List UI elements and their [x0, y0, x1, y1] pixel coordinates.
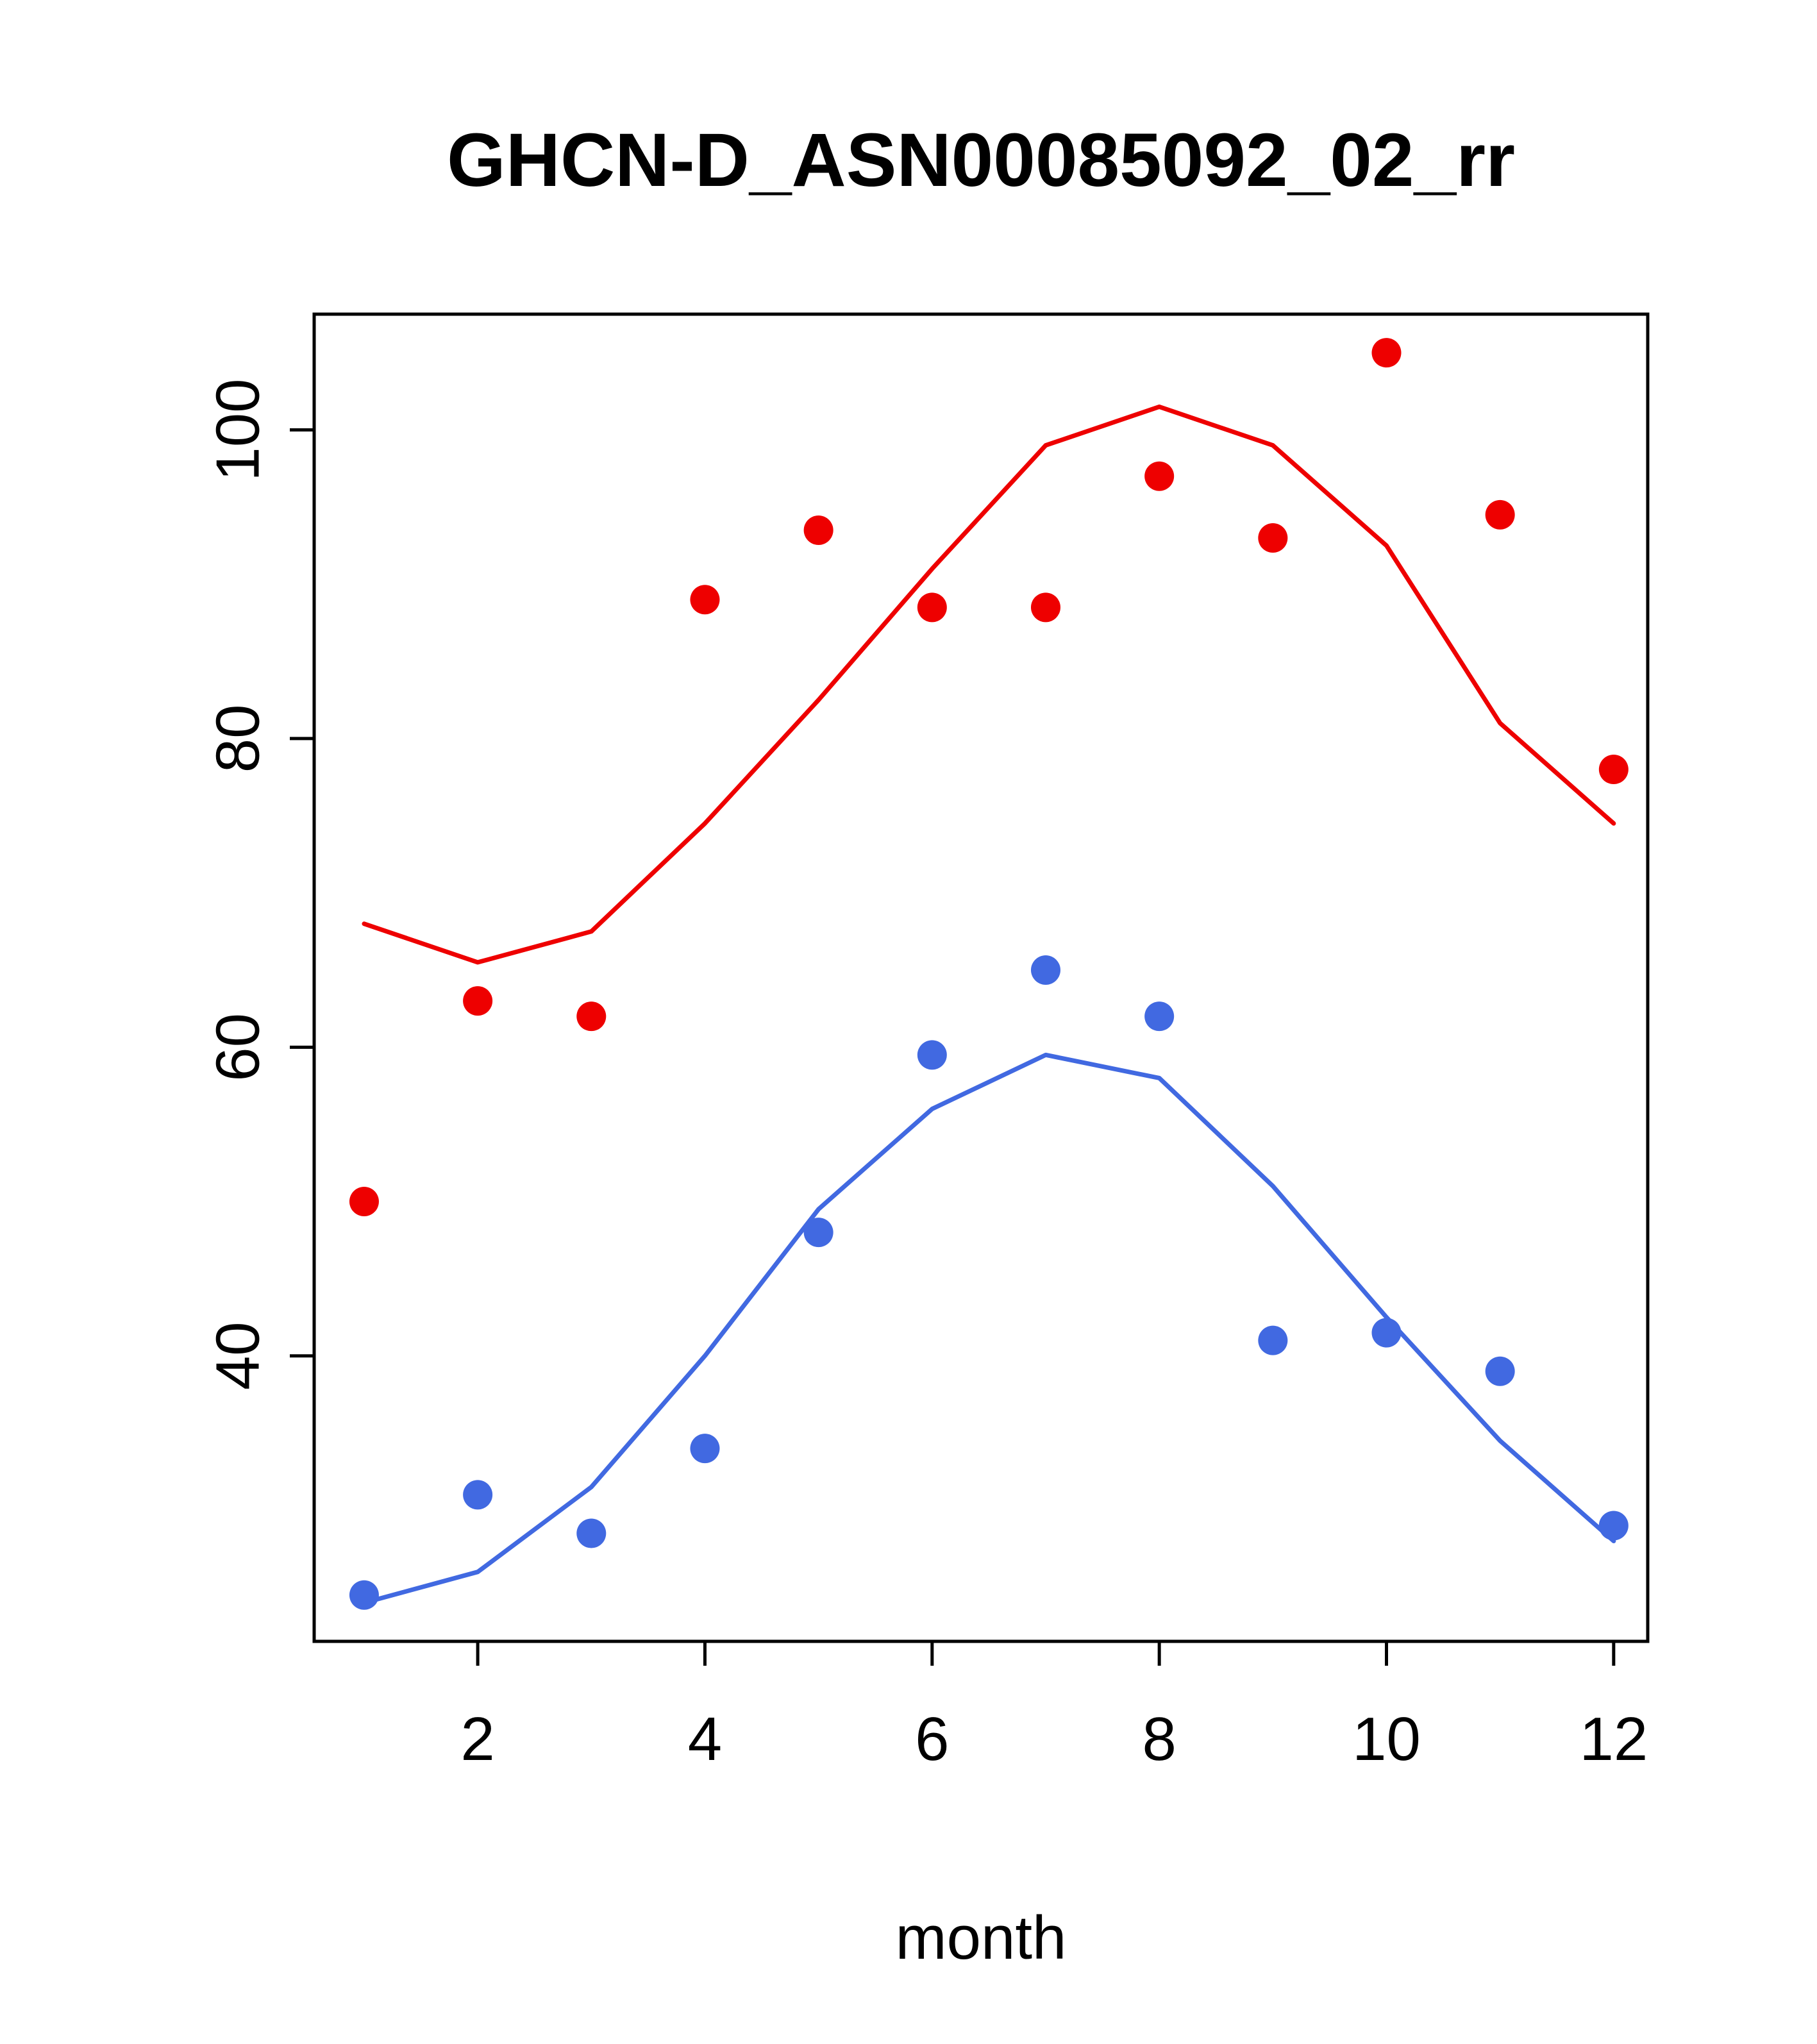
series-layer: [349, 338, 1629, 1610]
red-points-point: [1371, 338, 1402, 368]
y-tick-label: 40: [203, 1321, 272, 1390]
red-line: [362, 404, 1616, 965]
red-points-point: [1030, 592, 1060, 623]
blue-line: [362, 1052, 1616, 1605]
y-tick-label: 80: [203, 705, 272, 773]
red-points-point: [1485, 499, 1515, 530]
blue-points-point: [917, 1040, 947, 1070]
blue-points-point: [1485, 1356, 1515, 1386]
blue-points-point: [1144, 1001, 1175, 1032]
blue-points-point: [1598, 1511, 1629, 1541]
x-tick-label: 6: [915, 1705, 949, 1773]
x-tick-label: 12: [1579, 1705, 1648, 1773]
blue-points-point: [803, 1218, 833, 1248]
chart-title: GHCN-D_ASN00085092_02_rr: [447, 118, 1515, 203]
blue-points-point: [463, 1480, 493, 1510]
red-points-point: [463, 986, 493, 1016]
blue-points-point: [690, 1434, 720, 1464]
y-tick-label: 60: [203, 1013, 272, 1082]
red-points-point: [803, 515, 833, 545]
red-points-point: [690, 585, 720, 615]
x-axis: 2 4 6 8 10 12: [460, 1641, 1648, 1773]
x-tick-label: 2: [460, 1705, 494, 1773]
blue-points-point: [1258, 1325, 1288, 1355]
blue-points-point: [1030, 955, 1060, 985]
y-axis: 40 60 80 100: [203, 378, 314, 1390]
x-axis-label: month: [896, 1904, 1067, 1972]
x-tick-label: 4: [688, 1705, 722, 1773]
blue-points-point: [349, 1580, 379, 1610]
red-points-point: [917, 592, 947, 623]
red-points-point: [1598, 755, 1629, 785]
red-points-point: [1144, 461, 1175, 491]
blue-points-point: [576, 1518, 607, 1548]
red-points-point: [1258, 523, 1288, 553]
red-points-point: [349, 1187, 379, 1217]
x-tick-label: 10: [1352, 1705, 1421, 1773]
x-tick-label: 8: [1142, 1705, 1176, 1773]
plot-box: [312, 312, 1650, 1643]
red-points-point: [576, 1001, 607, 1032]
y-tick-label: 100: [203, 378, 272, 481]
blue-points-point: [1371, 1318, 1402, 1348]
